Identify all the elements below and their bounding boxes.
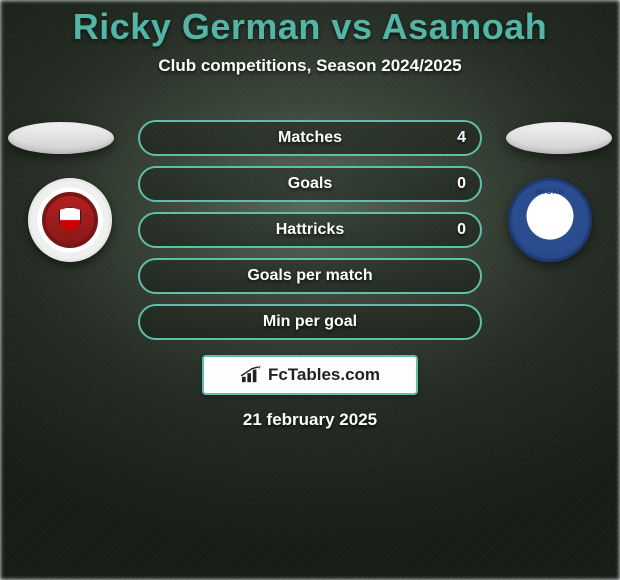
subtitle: Club competitions, Season 2024/2025 [0, 56, 620, 76]
player2-name: Asamoah [382, 6, 548, 47]
wigan-crest-icon: WIGAN [535, 189, 564, 196]
stat-row-hattricks: Hattricks 0 [138, 212, 482, 248]
team2-badge: WIGAN [508, 178, 592, 262]
vs-label: vs [331, 6, 372, 47]
stat-label: Matches [278, 129, 342, 147]
stat-label: Min per goal [263, 313, 357, 331]
stat-value: 4 [457, 129, 466, 147]
player1-name: Ricky German [73, 6, 321, 47]
stat-row-goals-per-match: Goals per match [138, 258, 482, 294]
player2-photo-placeholder [506, 122, 612, 154]
comparison-title: Ricky German vs Asamoah [0, 0, 620, 48]
stat-row-min-per-goal: Min per goal [138, 304, 482, 340]
stat-value: 0 [457, 221, 466, 239]
shield-icon [59, 207, 81, 233]
stat-row-goals: Goals 0 [138, 166, 482, 202]
crawley-crest-icon [42, 192, 98, 248]
stat-value: 0 [457, 175, 466, 193]
date-label: 21 february 2025 [243, 410, 377, 430]
stat-label: Goals per match [247, 267, 372, 285]
brand-watermark: FcTables.com [202, 355, 418, 395]
stat-label: Hattricks [276, 221, 344, 239]
infographic-content: Ricky German vs Asamoah Club competition… [0, 0, 620, 580]
player1-photo-placeholder [8, 122, 114, 154]
stat-label: Goals [288, 175, 332, 193]
stat-rows: Matches 4 Goals 0 Hattricks 0 Goals per … [138, 120, 482, 350]
stat-row-matches: Matches 4 [138, 120, 482, 156]
team1-badge [28, 178, 112, 262]
brand-name: FcTables.com [268, 365, 380, 385]
bar-chart-icon [240, 366, 262, 384]
